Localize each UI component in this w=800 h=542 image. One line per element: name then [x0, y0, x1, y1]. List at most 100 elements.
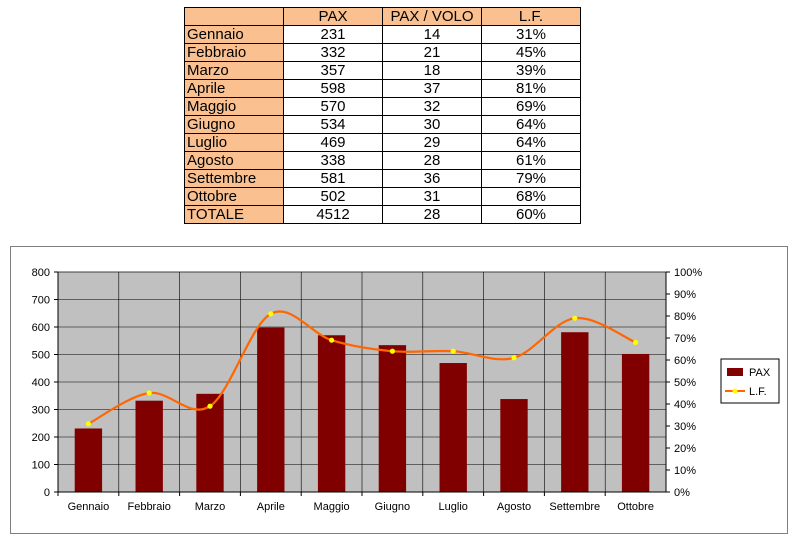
y2-tick-label: 10%: [674, 465, 696, 477]
row-label-cell: Ottobre: [184, 187, 284, 206]
combo-chart: 0 100 200 300 400 500 600 700 800 0% 10% 20% 30% 40% 5…: [10, 246, 788, 534]
value-cell: 37: [382, 79, 482, 98]
value-cell: 68%: [481, 187, 581, 206]
row-label-cell: Gennaio: [184, 25, 284, 44]
value-cell: 332: [283, 43, 383, 62]
value-cell: 81%: [481, 79, 581, 98]
table-row: Marzo 357 18 39%: [184, 61, 581, 80]
legend-swatch-pax: [727, 368, 743, 376]
y-tick-label: 600: [32, 322, 50, 334]
y-tick-label: 200: [32, 432, 50, 444]
value-cell: 357: [283, 61, 383, 80]
value-cell: 21: [382, 43, 482, 62]
row-label-cell: TOTALE: [184, 205, 284, 224]
table-row: Agosto 338 28 61%: [184, 151, 581, 170]
legend-label-lf: L.F.: [749, 386, 767, 398]
bar-pax: [621, 353, 650, 492]
y-tick-label: 500: [32, 350, 50, 362]
value-cell: 502: [283, 187, 383, 206]
legend-box: [720, 358, 780, 404]
point-lf: [85, 421, 91, 427]
table-row: Luglio 469 29 64%: [184, 133, 581, 152]
table-row: Febbraio 332 21 45%: [184, 43, 581, 62]
y-tick-label: 400: [32, 377, 50, 389]
x-tick-label: Settembre: [549, 501, 600, 513]
value-cell: 570: [283, 97, 383, 116]
y2-tick-label: 60%: [674, 355, 696, 367]
y2-tick-label: 90%: [674, 289, 696, 301]
y-tick-label: 700: [32, 295, 50, 307]
x-tick-label: Gennaio: [68, 501, 110, 513]
bar-pax: [378, 345, 407, 492]
y2-tick-label: 40%: [674, 399, 696, 411]
x-tick-label: Aprile: [257, 501, 285, 513]
row-label-cell: Agosto: [184, 151, 284, 170]
header-cell: L.F.: [481, 7, 581, 26]
x-tick-label: Luglio: [439, 501, 468, 513]
bar-pax: [500, 399, 528, 492]
y-tick-label: 0: [44, 487, 50, 499]
point-lf: [268, 311, 274, 317]
table-row: Gennaio 231 14 31%: [184, 25, 581, 44]
legend-label-pax: PAX: [749, 367, 771, 379]
value-cell: 64%: [481, 115, 581, 134]
y-tick-label: 100: [32, 460, 50, 472]
line-lf: [87, 310, 637, 425]
header-cell: PAX / VOLO: [382, 7, 482, 26]
point-lf: [572, 315, 578, 321]
bar-pax: [561, 332, 589, 492]
bar-pax: [135, 400, 163, 492]
point-lf: [146, 390, 152, 396]
value-cell: 29: [382, 133, 482, 152]
table-header-row: PAX PAX / VOLO L.F.: [184, 7, 581, 26]
value-cell: 338: [283, 151, 383, 170]
row-label-cell: Maggio: [184, 97, 284, 116]
value-cell: 28: [382, 205, 482, 224]
x-tick-label: Ottobre: [617, 501, 654, 513]
chart-svg: 0 100 200 300 400 500 600 700 800 0% 10% 20% 30% 40% 5…: [32, 267, 780, 513]
y2-tick-label: 100%: [674, 267, 702, 279]
value-cell: 30: [382, 115, 482, 134]
table-row: Settembre 581 36 79%: [184, 169, 581, 188]
value-cell: 534: [283, 115, 383, 134]
x-tick-label: Giugno: [375, 501, 410, 513]
bar-pax: [439, 363, 467, 492]
value-cell: 32: [382, 97, 482, 116]
x-tick-label: Marzo: [195, 501, 226, 513]
point-lf: [511, 355, 517, 361]
value-cell: 31: [382, 187, 482, 206]
y2-tick-label: 50%: [674, 377, 696, 389]
header-cell: [184, 7, 284, 26]
row-label-cell: Settembre: [184, 169, 284, 188]
bar-pax: [74, 428, 103, 492]
row-label-cell: Febbraio: [184, 43, 284, 62]
row-label-cell: Luglio: [184, 133, 284, 152]
point-lf: [450, 348, 456, 354]
y2-tick-label: 70%: [674, 333, 696, 345]
row-label-cell: Giugno: [184, 115, 284, 134]
table-row: TOTALE 4512 28 60%: [184, 205, 581, 224]
data-table: PAX PAX / VOLO L.F. Gennaio 231 14 31% Febbr…: [184, 7, 581, 224]
value-cell: 469: [283, 133, 383, 152]
value-cell: 39%: [481, 61, 581, 80]
x-tick-label: Febbraio: [127, 501, 170, 513]
point-lf: [633, 339, 639, 345]
value-cell: 31%: [481, 25, 581, 44]
value-cell: 28: [382, 151, 482, 170]
row-label-cell: Aprile: [184, 79, 284, 98]
x-tick-label: Agosto: [497, 501, 531, 513]
value-cell: 4512: [283, 205, 383, 224]
y2-tick-label: 0%: [674, 487, 690, 499]
value-cell: 45%: [481, 43, 581, 62]
value-cell: 69%: [481, 97, 581, 116]
point-lf: [389, 348, 395, 354]
table-row: Giugno 534 30 64%: [184, 115, 581, 134]
bar-pax: [317, 335, 346, 492]
point-lf: [207, 403, 213, 409]
table-row: Aprile 598 37 81%: [184, 79, 581, 98]
value-cell: 60%: [481, 205, 581, 224]
y2-tick-label: 20%: [674, 443, 696, 455]
value-cell: 14: [382, 25, 482, 44]
y-tick-label: 800: [32, 267, 50, 279]
value-cell: 581: [283, 169, 383, 188]
